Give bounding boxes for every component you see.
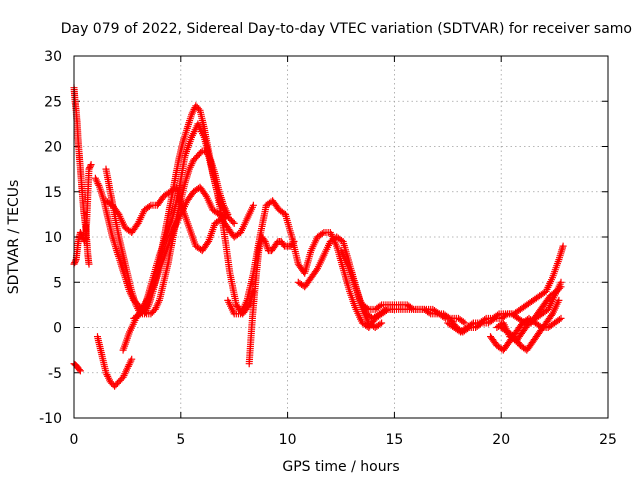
- y-tick-label: 20: [44, 140, 62, 156]
- data-point: [86, 164, 94, 172]
- y-tick-label: -10: [39, 411, 62, 427]
- data-point: [229, 218, 237, 226]
- data-point: [77, 230, 85, 238]
- y-axis-label: SDTVAR / TECUs: [6, 180, 22, 295]
- x-tick-label: 15: [385, 432, 403, 448]
- series-arc11: [224, 197, 398, 331]
- data-point: [87, 161, 95, 169]
- y-tick-label: 15: [44, 185, 62, 201]
- data-point: [468, 320, 476, 328]
- x-axis-label: GPS time / hours: [282, 459, 399, 475]
- data-point: [408, 304, 416, 312]
- x-tick-label: 20: [492, 432, 510, 448]
- y-tick-label: -5: [48, 366, 62, 382]
- y-tick-label: 5: [53, 275, 62, 291]
- data-point: [440, 313, 448, 321]
- series-arc14: [358, 301, 469, 327]
- data-point: [459, 318, 467, 326]
- series-arc18: [493, 278, 565, 345]
- y-tick-labels: -10 -5 0 5 10 15 20 25 30: [39, 49, 62, 427]
- y-tick-label: 30: [44, 49, 62, 65]
- data-point: [145, 203, 153, 210]
- data-point: [376, 320, 384, 328]
- series-arc4: [94, 333, 136, 390]
- data-point: [197, 149, 205, 156]
- data-point: [363, 304, 371, 312]
- plot-frame: [73, 55, 609, 419]
- series-arc9: [130, 120, 257, 322]
- data-point: [559, 242, 567, 250]
- x-tick-label: 10: [279, 432, 297, 448]
- x-tick-label: 0: [70, 432, 79, 448]
- data-point: [230, 219, 238, 227]
- series-arc2: [70, 161, 95, 268]
- data-point: [71, 257, 79, 265]
- data-point: [128, 355, 136, 363]
- data-point: [249, 201, 257, 209]
- data-point: [481, 316, 489, 324]
- data-point: [555, 316, 563, 324]
- data-point: [86, 162, 94, 170]
- chart-title: Day 079 of 2022, Sidereal Day-to-day VTE…: [61, 21, 632, 37]
- data-point: [76, 367, 84, 375]
- data-point: [557, 314, 565, 322]
- data-point: [555, 296, 563, 304]
- data-point: [75, 366, 83, 374]
- y-tick-label: 25: [44, 94, 62, 110]
- data-point: [85, 165, 93, 173]
- y-tick-label: 10: [44, 230, 62, 246]
- x-tick-labels: 0 5 10 15 20 25: [70, 432, 617, 448]
- data-point: [85, 260, 93, 268]
- data-point: [260, 236, 268, 244]
- data-point: [557, 278, 565, 286]
- data-point: [318, 230, 326, 238]
- data-point: [494, 311, 501, 319]
- y-tick-label: 0: [53, 321, 62, 337]
- data-point: [376, 302, 384, 310]
- data-series: [70, 84, 567, 390]
- x-tick-label: 25: [599, 432, 617, 448]
- data-point: [378, 319, 386, 327]
- data-point: [71, 259, 79, 267]
- x-tick-label: 5: [176, 432, 185, 448]
